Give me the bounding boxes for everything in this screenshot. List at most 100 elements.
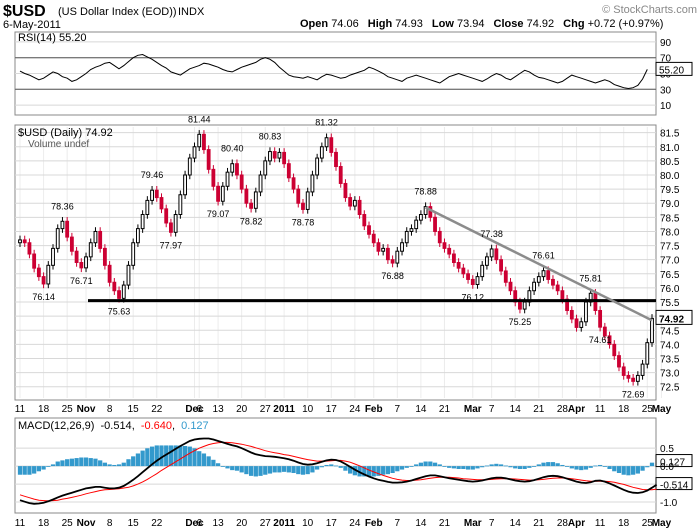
chart-header: $USD (US Dollar Index (EOD)) INDX 6-May-…: [3, 3, 697, 31]
macd-histogram-bar: [55, 461, 60, 467]
price-tick-label: 77.5: [660, 242, 680, 253]
macd-histogram-bar: [253, 466, 258, 477]
high-label: High: [368, 18, 393, 30]
price-annotation: 76.12: [462, 293, 485, 303]
candle-body: [131, 242, 136, 266]
x-tick-label: Apr: [568, 518, 585, 529]
price-tick-label: 80.0: [660, 171, 680, 182]
candle-body: [154, 189, 159, 199]
macd-histogram-bar: [281, 466, 287, 472]
macd-histogram-bar: [277, 466, 282, 473]
macd-histogram-bar: [621, 466, 626, 475]
macd-histogram-bar: [470, 466, 475, 470]
macd-histogram-bar: [597, 464, 603, 467]
macd-histogram-bar: [447, 466, 452, 468]
candle-body: [433, 216, 437, 232]
price-tick-label: 75.5: [660, 298, 680, 309]
macd-histogram-bar: [395, 466, 400, 472]
macd-histogram-bar: [215, 463, 221, 467]
macd-histogram-bar: [98, 460, 103, 467]
candle-body: [518, 301, 522, 310]
candle-body: [367, 225, 371, 235]
x-tick-label: 27: [260, 518, 272, 529]
x-tick-label: 17: [326, 404, 338, 415]
x-tick-label: 22: [151, 404, 163, 415]
price-last-tag: [655, 309, 693, 325]
candle-body: [418, 214, 423, 221]
macd-histogram-bar: [60, 460, 65, 467]
candle-body: [485, 256, 489, 266]
candle-body: [598, 309, 603, 328]
price-tick-label: 81.5: [660, 129, 680, 140]
rsi-legend: RSI(14) 55.20: [18, 32, 86, 44]
macd-histogram-bar: [244, 466, 249, 475]
candle-body: [456, 262, 461, 269]
candle-body: [334, 151, 338, 168]
volume-legend: Volume undef: [28, 139, 89, 150]
x-tick-label: 25: [62, 518, 74, 529]
macd-histogram-bar: [149, 446, 155, 467]
candle-body: [74, 250, 79, 263]
price-annotation: 81.44: [188, 114, 211, 124]
close-value: 74.92: [527, 18, 555, 30]
x-tick-label: May: [652, 518, 672, 529]
candle-body: [352, 199, 357, 207]
macd-histogram-bar: [423, 461, 428, 467]
candle-body: [235, 163, 239, 176]
candle-body: [569, 309, 574, 320]
price-annotation: 81.32: [315, 118, 338, 128]
candle-body: [362, 214, 367, 227]
macd-histogram-bar: [343, 466, 348, 471]
candle-body: [508, 281, 513, 292]
macd-histogram-bar: [428, 461, 433, 467]
candle-body: [107, 264, 112, 283]
candle-body: [102, 247, 107, 266]
x-tick-label: 18: [38, 518, 50, 529]
candle-body: [626, 374, 631, 379]
macd-histogram-bar: [593, 465, 598, 467]
x-tick-label: 21: [533, 404, 545, 415]
macd-histogram-bar: [93, 458, 98, 467]
macd-histogram-bar: [267, 466, 273, 474]
hist-legend-value: 0.127: [181, 420, 209, 432]
macd-histogram-bar: [494, 463, 499, 467]
macd-histogram-bar: [432, 462, 438, 467]
chg-label: Chg: [563, 18, 584, 30]
macd-histogram-bar: [498, 464, 504, 467]
x-tick-label: Dec: [185, 404, 204, 415]
macd-histogram-bar: [564, 466, 570, 467]
macd-histogram-bar: [22, 466, 27, 475]
candle-body: [409, 228, 414, 232]
x-tick-label: 8: [107, 404, 113, 415]
x-tick-label: 11: [15, 404, 26, 415]
price-annotation: 78.36: [51, 201, 74, 211]
candle-body: [503, 270, 508, 283]
candle-body: [640, 363, 645, 376]
macd-histogram-bar: [456, 466, 461, 469]
macd-histogram-bar: [517, 466, 523, 469]
candle-body: [159, 197, 164, 210]
price-tick-label: 77.0: [660, 256, 680, 267]
macd-histogram-bar: [27, 466, 32, 475]
macd-histogram-bar: [385, 466, 391, 475]
macd-legend-value: -0.514: [100, 420, 131, 432]
x-tick-label: 18: [38, 404, 50, 415]
candle-body: [65, 220, 70, 238]
candle-body: [607, 335, 612, 345]
candle-body: [301, 202, 305, 210]
macd-histogram-bar: [348, 466, 353, 474]
candle-body: [135, 228, 140, 244]
price-annotation: 78.88: [414, 187, 437, 197]
macd-histogram-bar: [437, 464, 442, 467]
candle-body: [126, 264, 131, 286]
macd-line: [19, 437, 658, 505]
candle-body: [395, 250, 400, 264]
x-tick-label: 25: [62, 404, 74, 415]
candle-body: [480, 264, 485, 278]
macd-histogram-bar: [112, 464, 117, 467]
candle-body: [343, 182, 348, 199]
price-legend: $USD (Daily) 74.92: [18, 127, 113, 139]
macd-histogram-bar: [324, 464, 329, 467]
